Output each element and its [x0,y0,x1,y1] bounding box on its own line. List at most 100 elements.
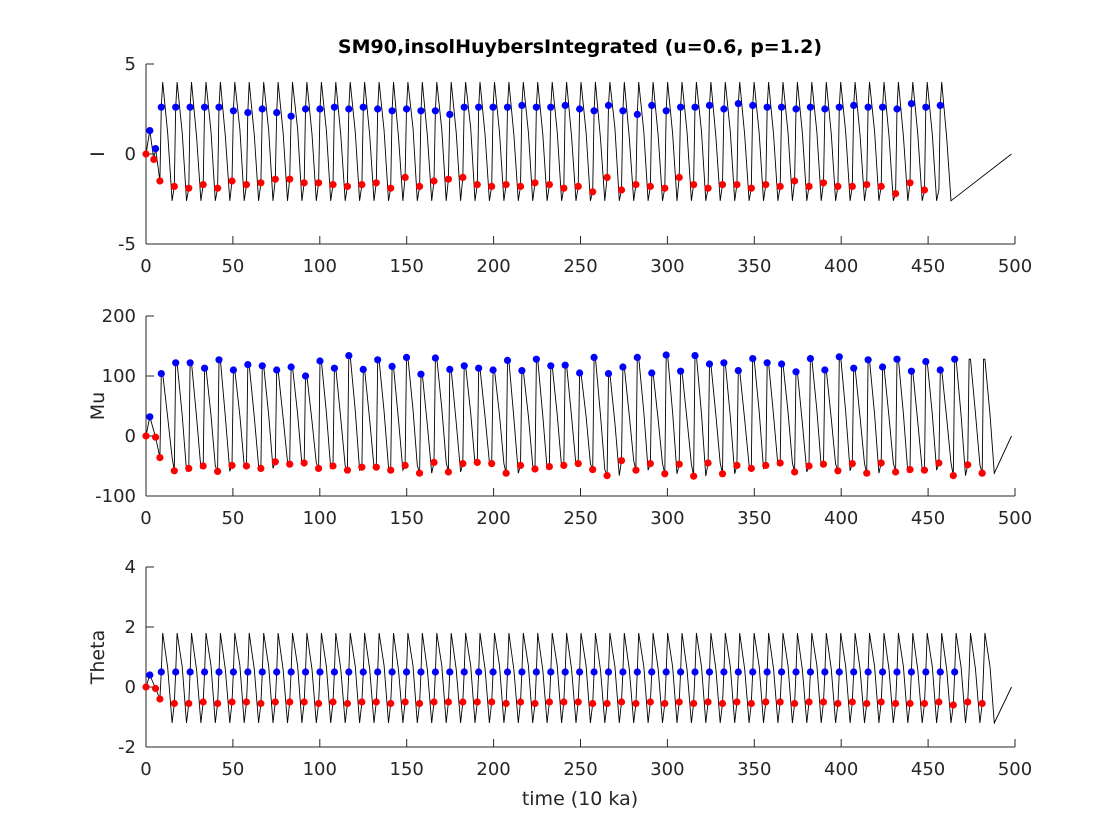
panel-3-maximum-marker [345,668,353,676]
panel-1-x-tick-label: 350 [737,256,771,277]
panel-3-maximum-marker [951,668,959,676]
panel-1-maximum-marker [648,101,656,109]
panel-1-minimum-marker [762,181,770,189]
panel-1-minimum-marker [430,177,438,185]
panel-1-minimum-marker [156,177,164,185]
panel-2-x-tick-label: 150 [390,508,424,529]
panel-1-minimum-marker [372,179,380,187]
panel-2-minimum-marker [935,459,943,467]
panel-1-minimum-marker [415,182,424,190]
panel-2-maximum-marker [951,355,959,363]
panel-1-maximum-marker [576,105,584,113]
panel-1-maximum-marker [806,103,815,111]
panel-2-maximum-marker [402,353,411,361]
panel-1-minimum-marker [459,173,467,181]
panel-1-minimum-marker [848,182,856,190]
panel-1-minimum-marker [516,182,525,190]
panel-1-minimum-marker [170,182,178,190]
panel-2-minimum-marker [300,459,308,467]
panel-3-minimum-marker [242,698,251,706]
panel-3-maximum-marker [330,668,338,676]
panel-1-x-tick-label: 500 [998,256,1032,277]
panel-3-maximum-marker [229,668,238,676]
panel-2-maximum-marker [287,363,295,371]
panel-1-minimum-marker [863,181,871,189]
panel-1-minimum-marker [906,179,914,187]
panel-3-minimum-marker [935,698,943,706]
panel-2-minimum-marker [863,469,871,477]
panel-3-minimum-marker [516,698,525,706]
panel-1-maximum-marker [301,105,310,113]
panel-3-minimum-marker [142,683,150,691]
panel-2-minimum-marker [372,463,380,471]
panel-2-maximum-marker [431,354,439,362]
panel-3-maximum-marker [301,668,310,676]
panel-2-minimum-marker [834,467,842,475]
panel-3-x-tick-label: 0 [140,759,151,780]
panel-2-minimum-marker [516,461,525,469]
panel-1-maximum-marker [388,107,396,115]
panel-2-minimum-marker [560,461,568,469]
panel-1-maximum-marker [431,107,439,115]
panel-2-maximum-marker [677,367,685,375]
panel-1-maximum-marker [330,103,338,111]
panel-1-maximum-marker [186,103,194,111]
panel-2-maximum-marker [604,370,613,378]
panel-3-minimum-marker [776,698,784,706]
panel-2-maximum-marker [633,353,641,361]
panel-3-maximum-marker [460,668,468,676]
panel-3-maximum-marker [576,668,584,676]
panel-3-minimum-marker [733,698,741,706]
panel-1-minimum-marker [314,179,323,187]
panel-3-minimum-marker [314,699,323,708]
panel-3-maximum-marker [922,668,930,676]
panel-2-minimum-marker [151,433,160,441]
panel-3-maximum-marker [489,668,497,676]
panel-2-minimum-marker [776,459,784,467]
panel-3-minimum-marker [444,698,453,706]
panel-3-minimum-marker [531,699,539,708]
panel-1-minimum-marker [646,182,654,190]
panel-2-maximum-marker [662,351,670,359]
panel-3-minimum-marker [791,699,799,708]
panel-3-maximum-marker [806,668,815,676]
panel-3-maximum-marker [777,668,786,676]
panel-1-minimum-marker [401,173,409,181]
panel-3-minimum-marker [151,684,160,693]
panel-3-minimum-marker [502,699,510,708]
panel-2-minimum-marker [185,464,193,472]
panel-2-minimum-marker [531,465,539,473]
panel-1-minimum-marker [589,188,597,196]
panel-3-minimum-marker [185,699,193,708]
panel-2-minimum-marker [142,432,150,440]
panel-3-maximum-marker [244,668,252,676]
panel-3-maximum-marker [893,668,901,676]
panel-2-maximum-marker [316,357,324,365]
panel-1-minimum-marker [776,182,784,190]
panel-3-maximum-marker [907,668,916,676]
panel-2-maximum-marker [273,366,281,374]
panel-2-y-tick-label: 100 [102,366,136,387]
panel-2-maximum-marker [749,355,757,363]
panel-3-maximum-marker [518,668,526,676]
panel-2-y-tick-label: 200 [102,306,136,327]
panel-2-minimum-marker [401,461,409,469]
panel-3-x-tick-label: 400 [824,759,858,780]
panel-3-minimum-marker [949,701,957,709]
panel-2-maximum-marker [576,369,584,377]
panel-2-minimum-marker [358,463,366,471]
panel-1-maximum-marker [532,103,540,111]
panel-3-maximum-marker [604,668,613,676]
panel-1-maximum-marker [518,101,526,109]
panel-1-maximum-marker [835,103,843,111]
panel-1-minimum-marker [444,175,453,183]
panel-1-maximum-marker [229,107,238,115]
panel-1-x-tick-label: 450 [911,256,945,277]
panel-1-minimum-marker [358,181,366,189]
panel-2-minimum-marker [762,461,770,469]
panel-1-minimum-marker [545,181,553,189]
panel-2-minimum-marker [415,469,424,477]
panel-2-minimum-marker [964,461,972,469]
panel-2-maximum-marker [330,364,338,372]
